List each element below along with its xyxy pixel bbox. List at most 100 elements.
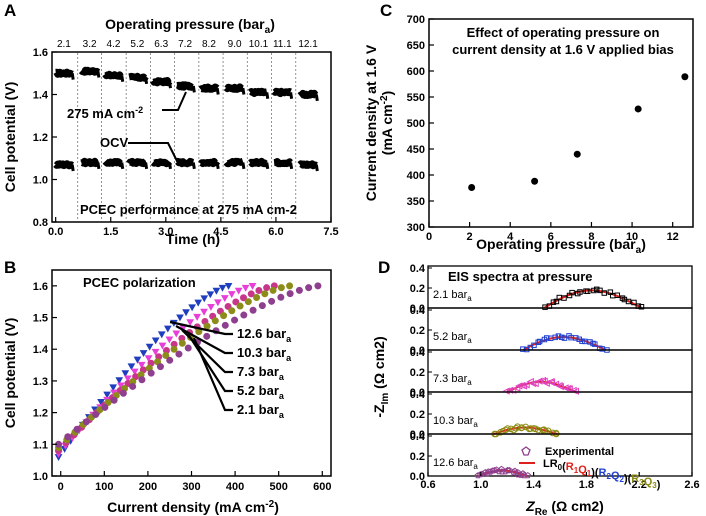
panel-b-point — [305, 284, 313, 292]
panel-d-subplot-frame — [427, 391, 693, 435]
panel-d-x-tick-label: 2.2 — [632, 479, 647, 491]
panel-a-275-segment — [150, 77, 173, 87]
panel-d-y-tick-label: 0.4 — [410, 263, 426, 275]
panel-b-point — [255, 287, 263, 295]
panel-a-pressure-tick: 5.2 — [130, 39, 144, 50]
panel-b-point — [158, 342, 167, 350]
panel-b-x-tick-label: 600 — [313, 481, 331, 493]
panel-b-point — [137, 361, 146, 369]
panel-b-point — [203, 332, 211, 340]
panel-d-subplot-frame — [427, 433, 693, 477]
panel-d-y-tick-label: 0.2 — [410, 367, 425, 379]
panel-b-point — [144, 355, 153, 363]
panel-b-point — [186, 319, 195, 327]
panel-a-275-segment — [223, 83, 246, 93]
panel-a-275-segment — [53, 68, 75, 78]
panel-d-pressure-label: 5.2 bara — [433, 331, 472, 345]
panel-c-y-tick-label: 700 — [407, 14, 425, 26]
panel-d-x-tick-label: 1.8 — [579, 479, 594, 491]
panel-d-label: D — [378, 258, 390, 277]
panel-b-point — [184, 344, 192, 352]
panel-a-ocv-segment — [126, 157, 149, 168]
panel-b-point — [130, 368, 139, 376]
panel-d-experimental-point — [529, 379, 537, 388]
panel-a-x-tick-label: 0.0 — [48, 226, 63, 238]
panel-a-275-segment — [198, 83, 220, 93]
panel-b-point — [104, 399, 112, 407]
panel-a-275-segment — [297, 89, 319, 99]
panel-c-x-tick-label: 6 — [548, 231, 554, 243]
panel-d-subplot: 0.0 0.2 0.4 2.1 bara — [410, 263, 693, 315]
panel-b-x-tick-label: 100 — [95, 481, 113, 493]
panel-b-point — [182, 309, 190, 317]
panel-d-y-tick-label: 0.2 — [410, 283, 425, 295]
panel-b-point — [133, 356, 142, 364]
panel-d-experimental-point — [540, 426, 548, 433]
panel-c-x-tick-label: 4 — [507, 231, 514, 243]
panel-d-ylabel: -ZIm (Ω cm2) — [371, 336, 391, 417]
panel-b-point — [286, 282, 294, 290]
panel-a-275-segment — [271, 87, 294, 98]
panel-b-point — [193, 313, 201, 321]
panel-d-experimental-point — [484, 470, 491, 477]
panel-a-ocv-segment — [53, 160, 75, 170]
panel-a-y-tick-label: 0.8 — [33, 217, 48, 229]
panel-d-experimental-point — [535, 339, 541, 346]
panel-c-point — [468, 183, 476, 191]
panel-c-y-tick-label: 450 — [407, 144, 425, 156]
panel-c-x-tick-label: 8 — [588, 231, 594, 243]
panel-b-point — [227, 291, 236, 299]
panel-b-point — [234, 287, 243, 295]
panel-d-title: EIS spectra at pressure — [448, 269, 593, 284]
panel-d-experimental-point — [514, 468, 521, 476]
panel-b-point — [228, 307, 236, 315]
legend-model-label: LR0(R1Q1)(R2Q2)(R3Q3) — [543, 458, 661, 491]
panel-c-title-line2: current density at 1.6 V applied bias — [452, 42, 674, 57]
panel-c-point — [573, 150, 581, 158]
panel-a-275-segment — [78, 66, 101, 76]
panel-b-point — [92, 411, 100, 419]
panel-b-point — [206, 291, 215, 299]
panel-b-point — [221, 321, 229, 329]
panel-d-experimental-point — [527, 425, 534, 432]
panel-c-point — [531, 177, 539, 185]
panel-a-xlabel: Time (h) — [166, 231, 220, 247]
panel-a-x-tick-label: 6.0 — [268, 226, 283, 238]
panel-b-point — [101, 403, 109, 411]
panel-b-point — [176, 314, 184, 322]
panel-b-y-ticks: 1.0 1.1 1.2 1.3 1.4 1.5 1.6 — [33, 281, 57, 483]
panel-d-experimental-point — [522, 381, 530, 389]
panel-b-series-label: 2.1 bara — [237, 402, 285, 420]
panel-b-x-ticks: 0 100 200 300 400 500 600 — [58, 471, 331, 493]
panel-c-x-tick-label: 12 — [667, 231, 679, 243]
panel-d-experimental-point — [555, 333, 562, 339]
panel-c-y-tick-label: 300 — [407, 222, 425, 234]
panel-a-step-spike — [265, 162, 270, 170]
panel-b-label-leader — [175, 325, 233, 355]
panel-a-ocv-segment — [247, 157, 270, 168]
panel-d-experimental-point — [556, 383, 564, 391]
panel-b-point — [178, 339, 186, 347]
panel-a-pressure-tick: 3.2 — [83, 39, 97, 50]
panel-b-point — [207, 303, 215, 311]
panel-a-x-tick-label: 1.5 — [103, 226, 118, 238]
panel-b-point — [214, 299, 222, 307]
panel-d-pressure-label: 2.1 bara — [433, 289, 472, 303]
panel-b-point — [64, 433, 72, 441]
panel-b-point — [139, 350, 148, 358]
panel-b-point — [248, 282, 257, 290]
panel-b-point — [103, 391, 111, 399]
panel-d-experimental-point — [561, 295, 567, 301]
panel-a-x-tick-label: 3.0 — [158, 226, 173, 238]
panel-b-series-label: 10.3 bara — [237, 345, 292, 363]
panel-b-point — [286, 290, 294, 298]
panel-d-xlabel: ZRe (Ω cm2) — [525, 498, 604, 516]
panel-a-step-spike — [215, 87, 220, 95]
panel-d-experimental-point — [601, 290, 608, 296]
panel-b-point — [129, 382, 137, 390]
panel-d-experimental-point — [547, 378, 555, 387]
panel-a-y-ticks: 0.8 1.0 1.2 1.4 1.6 — [33, 47, 57, 229]
panel-d-experimental-point — [495, 467, 503, 475]
panel-a-step-spike — [167, 162, 172, 170]
